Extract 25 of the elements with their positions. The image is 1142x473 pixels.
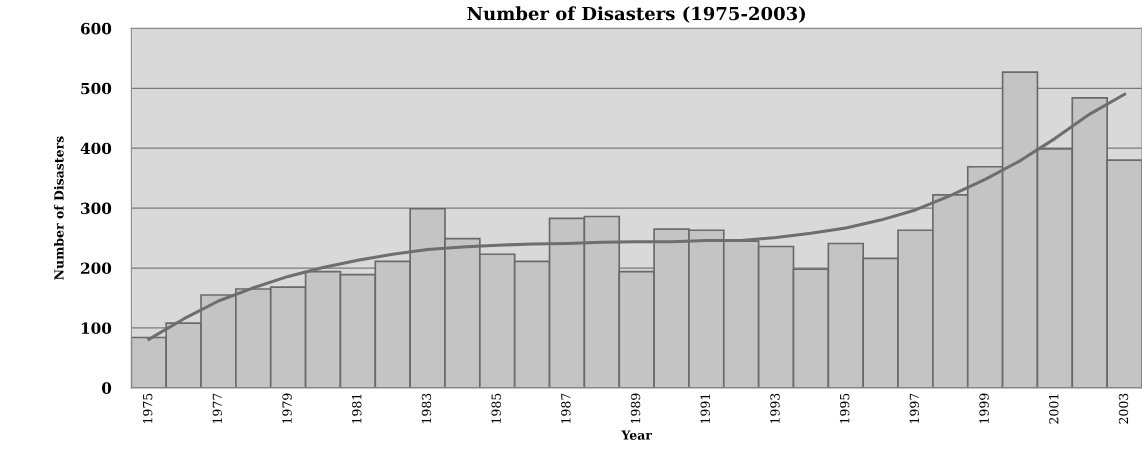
x-tick-label: 1993 [770,393,780,424]
y-axis-title: Number of Disasters [54,136,64,280]
x-tick-label: 2003 [1118,393,1129,424]
chart-title: Number of Disasters (1975-2003) [467,6,806,23]
x-tick-label: 1987 [561,393,571,424]
y-tick-label: 600 [80,22,112,35]
x-tick-label: 1985 [491,393,501,424]
x-tick-label: 1991 [700,394,710,424]
x-tick-label: 1981 [352,394,362,424]
x-tick-label: 1983 [421,393,432,424]
x-tick-label: 1977 [212,393,223,424]
x-tick-label: 1999 [979,393,989,424]
x-tick-label: 1979 [282,393,292,424]
y-tick-label: 500 [81,82,112,95]
y-tick-label: 200 [81,262,112,275]
x-tick-label: 1989 [630,393,641,424]
x-tick-label: 1995 [839,393,850,424]
y-tick-label: 300 [81,202,112,215]
y-tick-label: 100 [81,322,112,334]
y-tick-label: 0 [101,382,112,394]
x-tick-label: 2001 [1049,394,1059,424]
x-tick-label: 1975 [142,393,153,424]
y-tick-label: 400 [80,142,112,155]
x-tick-label: 1997 [909,393,920,424]
x-axis-title: Year [621,430,653,440]
